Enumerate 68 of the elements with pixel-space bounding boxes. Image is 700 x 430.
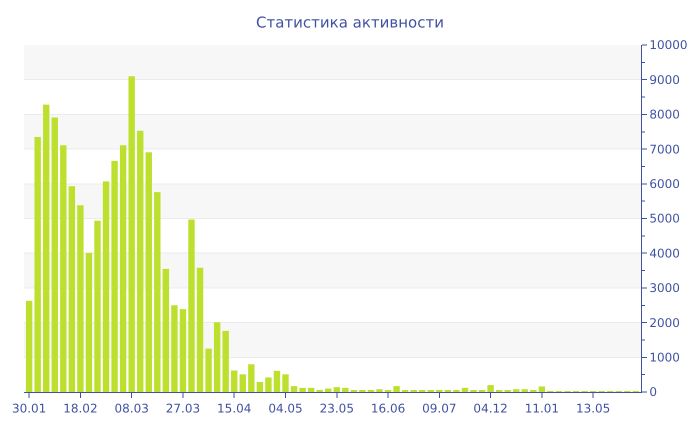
bar <box>214 322 220 392</box>
bar <box>196 268 204 392</box>
bar <box>86 252 92 392</box>
bar <box>137 130 144 392</box>
y-tick-label: 3000 <box>649 281 680 296</box>
bar <box>308 388 314 392</box>
bar <box>34 136 41 392</box>
bar <box>462 388 468 392</box>
bar <box>188 220 195 392</box>
bar <box>342 388 349 392</box>
x-tick-label: 16.06 <box>370 401 406 416</box>
bar <box>120 145 126 392</box>
y-tick-label: 1000 <box>649 350 680 364</box>
bar <box>128 76 135 392</box>
bar <box>68 186 76 392</box>
bar <box>60 145 67 392</box>
x-tick-label: 08.03 <box>114 401 149 416</box>
bar <box>205 348 212 392</box>
bar <box>146 152 152 392</box>
y-tick-label: 7000 <box>649 142 680 156</box>
bar <box>522 389 528 392</box>
bar <box>111 160 118 392</box>
bar <box>282 374 289 392</box>
y-tick-label: 0 <box>649 385 658 400</box>
bar <box>265 377 272 392</box>
bar <box>248 364 255 392</box>
x-tick-label: 04.05 <box>268 401 303 416</box>
bar <box>487 385 494 392</box>
x-tick-label: 11.01 <box>524 401 560 416</box>
y-tick-label: 9000 <box>649 72 680 87</box>
bar <box>171 305 178 392</box>
y-tick-label: 2000 <box>649 316 680 330</box>
bar <box>513 389 520 392</box>
bar <box>52 118 58 392</box>
x-tick-label: 04.12 <box>473 401 508 416</box>
bar <box>43 104 50 392</box>
bar <box>162 268 170 392</box>
y-tick-label: 10000 <box>649 38 688 52</box>
bar <box>154 192 161 392</box>
x-tick-label: 18.02 <box>63 401 98 416</box>
bar <box>299 388 306 392</box>
y-tick-label: 4000 <box>649 246 680 260</box>
bar <box>240 374 246 392</box>
x-tick-label: 30.01 <box>12 401 46 416</box>
x-tick-label: 23.05 <box>320 401 354 416</box>
bar <box>77 205 84 392</box>
bar <box>538 386 546 392</box>
bar <box>290 386 298 392</box>
bar <box>26 300 32 392</box>
bar <box>376 389 383 392</box>
bar <box>334 387 340 392</box>
bar <box>231 370 238 392</box>
bar <box>180 309 186 392</box>
y-tick-label: 5000 <box>649 212 680 226</box>
bar <box>274 370 280 392</box>
bar <box>94 220 101 392</box>
y-tick-label: 6000 <box>649 177 680 191</box>
bar <box>325 388 332 392</box>
bar <box>393 386 400 392</box>
x-tick-label: 27.03 <box>166 401 200 416</box>
bar <box>102 181 110 392</box>
x-tick-label: 15.04 <box>217 401 252 416</box>
y-tick-label: 8000 <box>649 108 680 122</box>
x-tick-label: 13.05 <box>576 401 610 416</box>
bar <box>222 330 229 392</box>
chart-title: Статистика активности <box>256 14 444 32</box>
x-tick-label: 09.07 <box>422 401 456 416</box>
bar <box>256 382 264 392</box>
